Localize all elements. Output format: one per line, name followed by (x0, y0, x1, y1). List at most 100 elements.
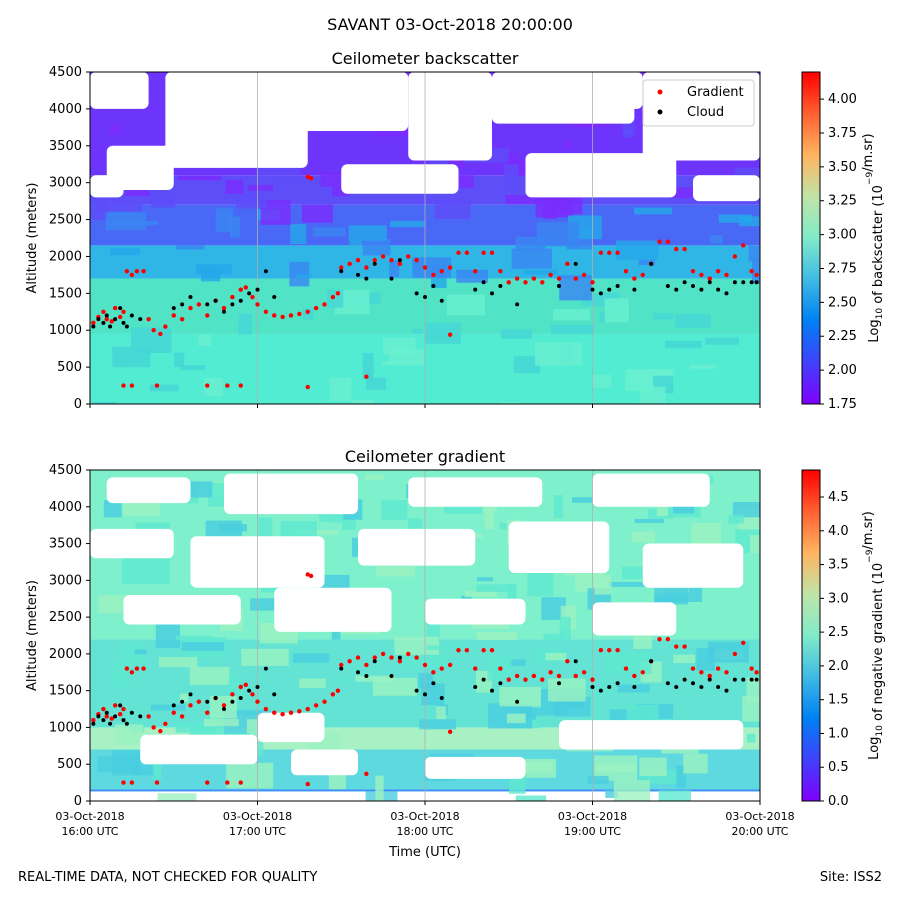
cloud-point-24 (356, 272, 360, 277)
figure-suptitle: SAVANT 03-Oct-2018 20:00:00 (327, 15, 573, 34)
gradient-point-93 (154, 383, 160, 388)
colorbar-tick-label-9: 4.00 (828, 92, 857, 107)
gradient-point-95 (225, 383, 230, 388)
gradient-point-84 (707, 673, 712, 679)
cloud-point-37 (515, 699, 520, 704)
gradient-point-9 (129, 670, 135, 675)
xtick-time-3: 19:00 UTC (564, 825, 621, 838)
cloud-point-45 (649, 659, 654, 664)
ytick-label-1: 500 (57, 757, 82, 772)
panel-title: Ceilometer backscatter (332, 49, 519, 68)
gradient-point-69 (581, 272, 587, 278)
cloud-point-13 (188, 295, 193, 300)
gradient-point-12 (146, 714, 151, 719)
cloud-point-35 (490, 291, 494, 296)
quality-disclaimer: REAL-TIME DATA, NOT CHECKED FOR QUALITY (18, 870, 318, 885)
gradient-point-19 (196, 699, 202, 704)
cloud-point-8 (124, 721, 129, 726)
legend-marker-cloud (657, 109, 663, 115)
cloud-point-41 (598, 688, 603, 693)
gradient-point-35 (322, 302, 327, 307)
gradient-point-24 (238, 684, 243, 690)
cloud-point-54 (732, 677, 737, 682)
gradient-point-42 (355, 257, 361, 263)
gradient-point-47 (397, 659, 403, 664)
white-region (90, 72, 149, 109)
xtick-date-0: 03-Oct-2018 (55, 810, 124, 823)
cloud-point-11 (171, 306, 176, 311)
gradient-point-24 (238, 287, 243, 292)
gradient-point-61 (514, 276, 520, 281)
cloud-point-49 (691, 283, 695, 288)
cloud-point-3 (104, 710, 109, 715)
gradient-point-29 (272, 710, 277, 715)
gradient-point-28 (263, 309, 269, 314)
cloud-point-3 (104, 313, 109, 318)
gradient-point-82 (690, 269, 696, 274)
cloud-point-4 (108, 721, 113, 726)
cloud-point-18 (238, 696, 243, 701)
colorbar-tick-label-7: 3.5 (828, 558, 849, 573)
ytick-label-3: 1500 (49, 684, 82, 699)
white-region (257, 712, 325, 743)
cloud-point-46 (665, 681, 670, 686)
gradient-point-81 (682, 644, 687, 649)
y-axis-label: Altitude (meters) (25, 183, 40, 294)
cloud-point-19 (247, 688, 252, 693)
cloud-point-16 (222, 309, 226, 314)
white-region (693, 175, 760, 202)
gradient-point-48 (406, 254, 411, 259)
cloud-point-57 (754, 280, 759, 285)
gradient-point-67 (565, 261, 570, 267)
gradient-point-81 (682, 246, 687, 252)
ytick-label-4: 2000 (49, 249, 82, 264)
xtick-time-2: 18:00 UTC (396, 825, 453, 838)
gradient-point-61 (514, 673, 520, 679)
gradient-point-60 (506, 677, 511, 682)
gradient-point-18 (188, 305, 193, 311)
chart-panel-0: Ceilometer backscatter 0 500 1000 1500 2000 25… (25, 49, 886, 412)
cloud-point-55 (741, 677, 746, 682)
gradient-point-97 (305, 781, 310, 787)
gradient-point-40 (339, 662, 344, 668)
ytick-label-8: 4000 (49, 102, 82, 117)
xtick-time-0: 16:00 UTC (61, 825, 118, 838)
cloud-point-33 (473, 684, 478, 689)
gradient-point-45 (380, 651, 386, 657)
white-region (575, 72, 643, 109)
cloud-point-53 (724, 688, 729, 693)
gradient-point-48 (406, 651, 411, 657)
gradient-point-92 (129, 780, 135, 785)
gradient-point-60 (506, 280, 511, 285)
gradient-point-95 (225, 780, 230, 785)
cloud-point-38 (557, 283, 561, 288)
gradient-point-53 (447, 662, 453, 668)
gradient-point-3 (104, 316, 109, 322)
cloud-point-26 (372, 659, 377, 664)
gradient-point-86 (724, 670, 729, 675)
gradient-point-12 (146, 316, 151, 322)
gradient-point-26 (250, 692, 255, 697)
gradient-point-32 (297, 709, 302, 714)
legend-box (642, 79, 755, 127)
gradient-point-29 (272, 313, 277, 318)
gradient-point-83 (699, 670, 704, 675)
cloud-point-40 (590, 684, 595, 689)
cloud-point-15 (213, 298, 218, 303)
white-region (425, 756, 526, 779)
gradient-point-64 (540, 280, 545, 285)
gradient-point-43 (364, 265, 369, 270)
ytick-label-0: 0 (74, 794, 82, 809)
gradient-point-55 (464, 250, 470, 255)
cloud-point-48 (682, 280, 687, 285)
white-region (408, 477, 543, 507)
gradient-point-97 (305, 384, 310, 390)
colorbar-tick-label-0: 0.0 (828, 794, 849, 809)
gradient-point-78 (657, 239, 662, 244)
cloud-point-15 (213, 696, 218, 701)
gradient-point-58 (489, 648, 495, 653)
cloud-point-23 (339, 269, 344, 274)
cloud-point-31 (431, 283, 436, 288)
cloud-point-44 (632, 684, 637, 689)
